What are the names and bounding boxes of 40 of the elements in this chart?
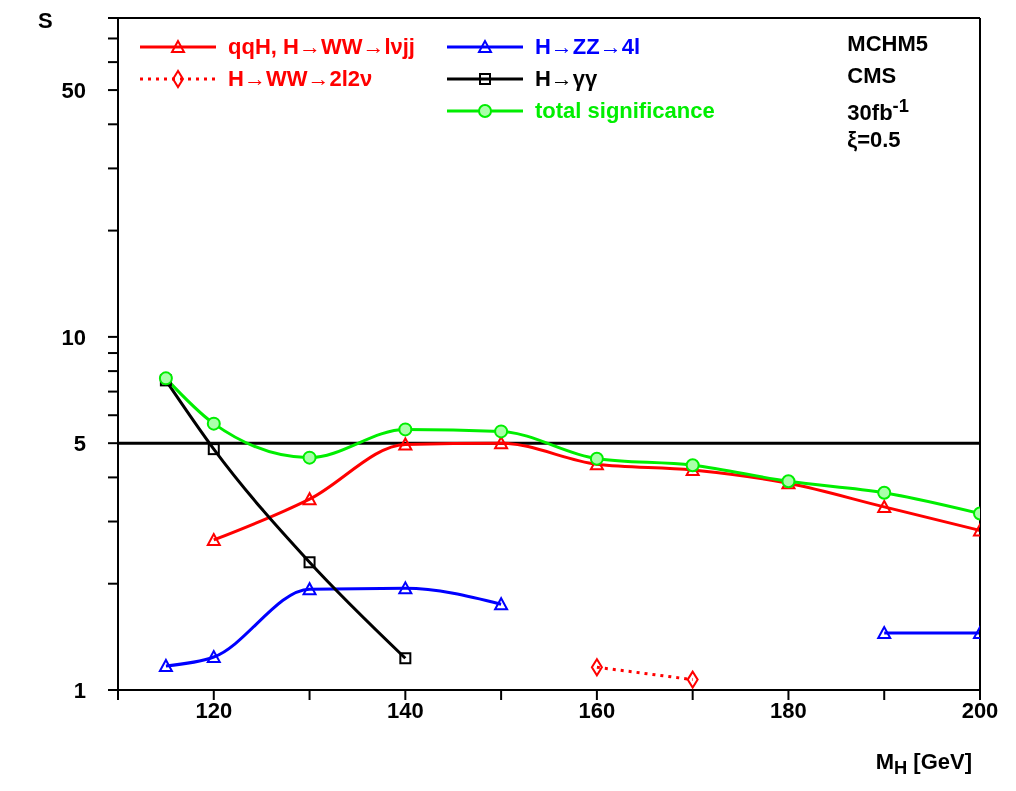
annotation: ξ=0.5 bbox=[847, 127, 902, 154]
point bbox=[589, 451, 604, 466]
y-tick-label: 5 bbox=[73, 431, 86, 456]
point bbox=[494, 424, 509, 439]
legend-label: H→ZZ→4l bbox=[534, 34, 641, 60]
point bbox=[206, 650, 221, 664]
annotation: MCHM5 bbox=[847, 31, 928, 58]
point bbox=[302, 582, 317, 596]
point bbox=[877, 485, 892, 500]
legend-label: H→γγ bbox=[534, 66, 598, 92]
point bbox=[399, 652, 412, 665]
x-tick-label: 200 bbox=[961, 697, 999, 723]
x-axis-title: M$_{H}$ [GeV] bbox=[875, 749, 972, 780]
legend-label: H→WW→2l2ν bbox=[228, 66, 373, 92]
point bbox=[206, 416, 221, 431]
y-tick-label: 50 bbox=[61, 77, 86, 103]
legend-label: total significance bbox=[534, 98, 715, 124]
point bbox=[206, 532, 221, 546]
legend-label: qqH, H→WW→lνjj bbox=[228, 34, 415, 60]
point bbox=[207, 443, 220, 456]
y-axis-title: S bbox=[38, 8, 53, 34]
point bbox=[494, 436, 509, 450]
point bbox=[494, 597, 509, 611]
point bbox=[398, 422, 413, 437]
annotation: CMS bbox=[847, 63, 898, 90]
y-tick-label: 1 bbox=[73, 677, 86, 703]
point bbox=[158, 658, 173, 672]
x-tick-label: 180 bbox=[770, 697, 807, 723]
point bbox=[877, 499, 892, 513]
y-tick-label: 10 bbox=[61, 324, 86, 350]
point bbox=[398, 581, 413, 595]
x-tick-label: 120 bbox=[195, 697, 233, 723]
x-tick-label: 160 bbox=[578, 697, 616, 723]
point bbox=[302, 492, 317, 506]
x-tick-label: 140 bbox=[386, 697, 424, 723]
point bbox=[877, 626, 892, 640]
point bbox=[302, 450, 317, 465]
point bbox=[303, 556, 316, 569]
point bbox=[398, 437, 413, 451]
annotation: 30fb$^{-1}$ bbox=[847, 95, 910, 127]
